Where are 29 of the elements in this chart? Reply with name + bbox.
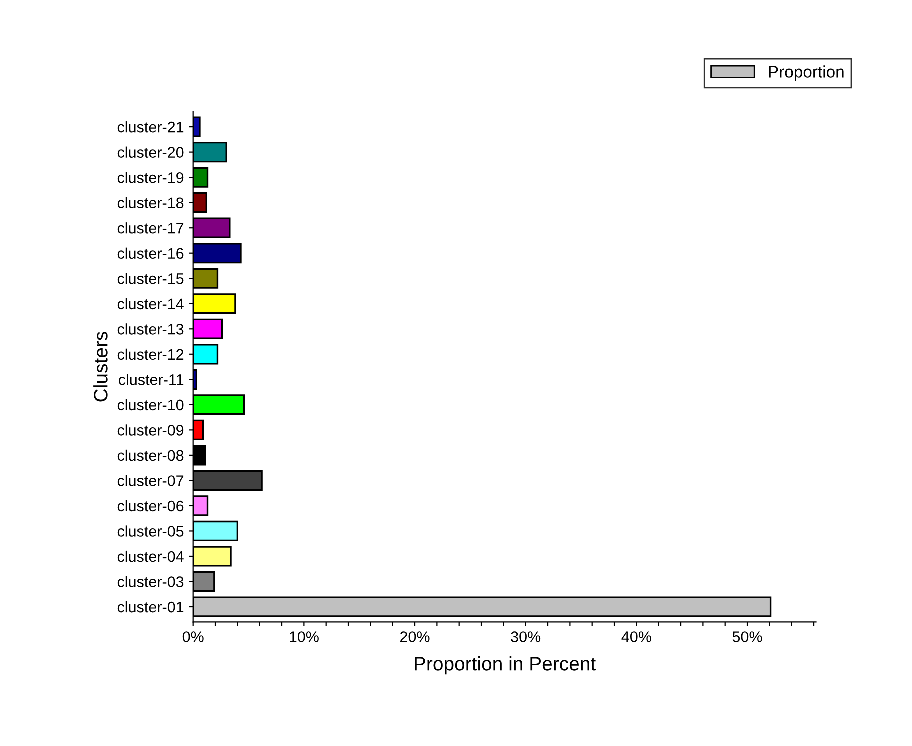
y-tick-label: cluster-03 bbox=[118, 576, 184, 588]
y-tick-label: cluster-17 bbox=[118, 222, 184, 234]
x-tick-label: 10% bbox=[290, 632, 319, 642]
y-tick-label: cluster-14 bbox=[118, 298, 184, 310]
x-tick-label: 30% bbox=[511, 632, 541, 642]
y-tick-label: cluster-05 bbox=[118, 526, 184, 537]
x-tick-label: 20% bbox=[400, 632, 430, 642]
y-tick-label: cluster-09 bbox=[118, 424, 184, 436]
y-tick-label: cluster-06 bbox=[118, 500, 184, 512]
y-tick-label: cluster-11 bbox=[119, 374, 184, 386]
y-tick-label: cluster-19 bbox=[118, 172, 184, 184]
y-tick-label: cluster-08 bbox=[118, 450, 184, 462]
x-axis-title: Proportion in Percent bbox=[415, 656, 596, 675]
y-tick-label: cluster-07 bbox=[118, 475, 184, 486]
y-tick-label: cluster-18 bbox=[118, 197, 184, 209]
y-tick-label: cluster-01 bbox=[118, 601, 184, 613]
y-tick-label: cluster-21 bbox=[118, 122, 184, 133]
y-axis-title: Clusters bbox=[94, 332, 108, 402]
y-tick-label: cluster-20 bbox=[118, 146, 184, 158]
x-tick-label: 40% bbox=[622, 632, 652, 642]
y-tick-label: cluster-15 bbox=[118, 273, 184, 284]
x-tick-label: 50% bbox=[732, 632, 762, 642]
x-tick-label: 0% bbox=[182, 632, 204, 642]
y-tick-label: cluster-12 bbox=[118, 348, 184, 360]
y-tick-label: cluster-13 bbox=[118, 324, 184, 335]
legend-label: Proportion bbox=[769, 66, 844, 82]
y-tick-label: cluster-16 bbox=[118, 248, 184, 260]
y-tick-label: cluster-04 bbox=[118, 550, 184, 562]
y-tick-label: cluster-10 bbox=[118, 399, 184, 411]
